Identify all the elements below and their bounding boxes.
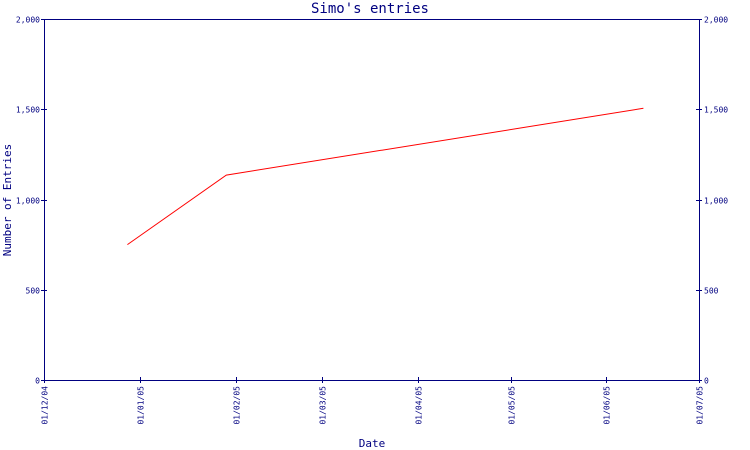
y-tick-label-right: 1,000 (704, 197, 728, 206)
x-tick-label: 01/04/05 (415, 386, 424, 425)
chart-title: Simo's entries (311, 1, 429, 17)
x-tick-label: 01/07/05 (696, 386, 705, 425)
y-tick-label-right: 2,000 (704, 16, 728, 25)
y-tick-label-left: 1,500 (16, 106, 40, 115)
series-layer (127, 107, 644, 246)
plot-frame (44, 19, 700, 381)
y-tick-label-right: 0 (704, 377, 709, 386)
y-axis-right: 0 500 1,000 1,500 2,000 (696, 16, 728, 386)
y-tick-label-left: 2,000 (16, 16, 40, 25)
y-tick-label-left: 1,000 (16, 197, 40, 206)
x-tick-label: 01/01/05 (137, 386, 146, 425)
x-tick-label: 01/05/05 (508, 386, 517, 425)
x-tick-label: 01/02/05 (233, 386, 242, 425)
y-tick-label-left: 500 (26, 287, 41, 296)
x-tick-label: 01/03/05 (319, 386, 328, 425)
x-tick-label: 01/12/04 (41, 386, 50, 425)
y-axis-label: Number of Entries (1, 144, 14, 257)
y-axis-left: 0 500 1,000 1,500 2,000 (16, 16, 47, 386)
y-tick-label-right: 1,500 (704, 106, 728, 115)
y-tick-label-right: 500 (704, 287, 719, 296)
series-line (127, 107, 644, 246)
y-tick-label-left: 0 (35, 377, 40, 386)
x-tick-label: 01/06/05 (603, 386, 612, 425)
x-axis-label: Date (359, 437, 386, 450)
x-axis: 01/12/04 01/01/05 01/02/05 01/03/05 01/04/05… (41, 377, 705, 425)
